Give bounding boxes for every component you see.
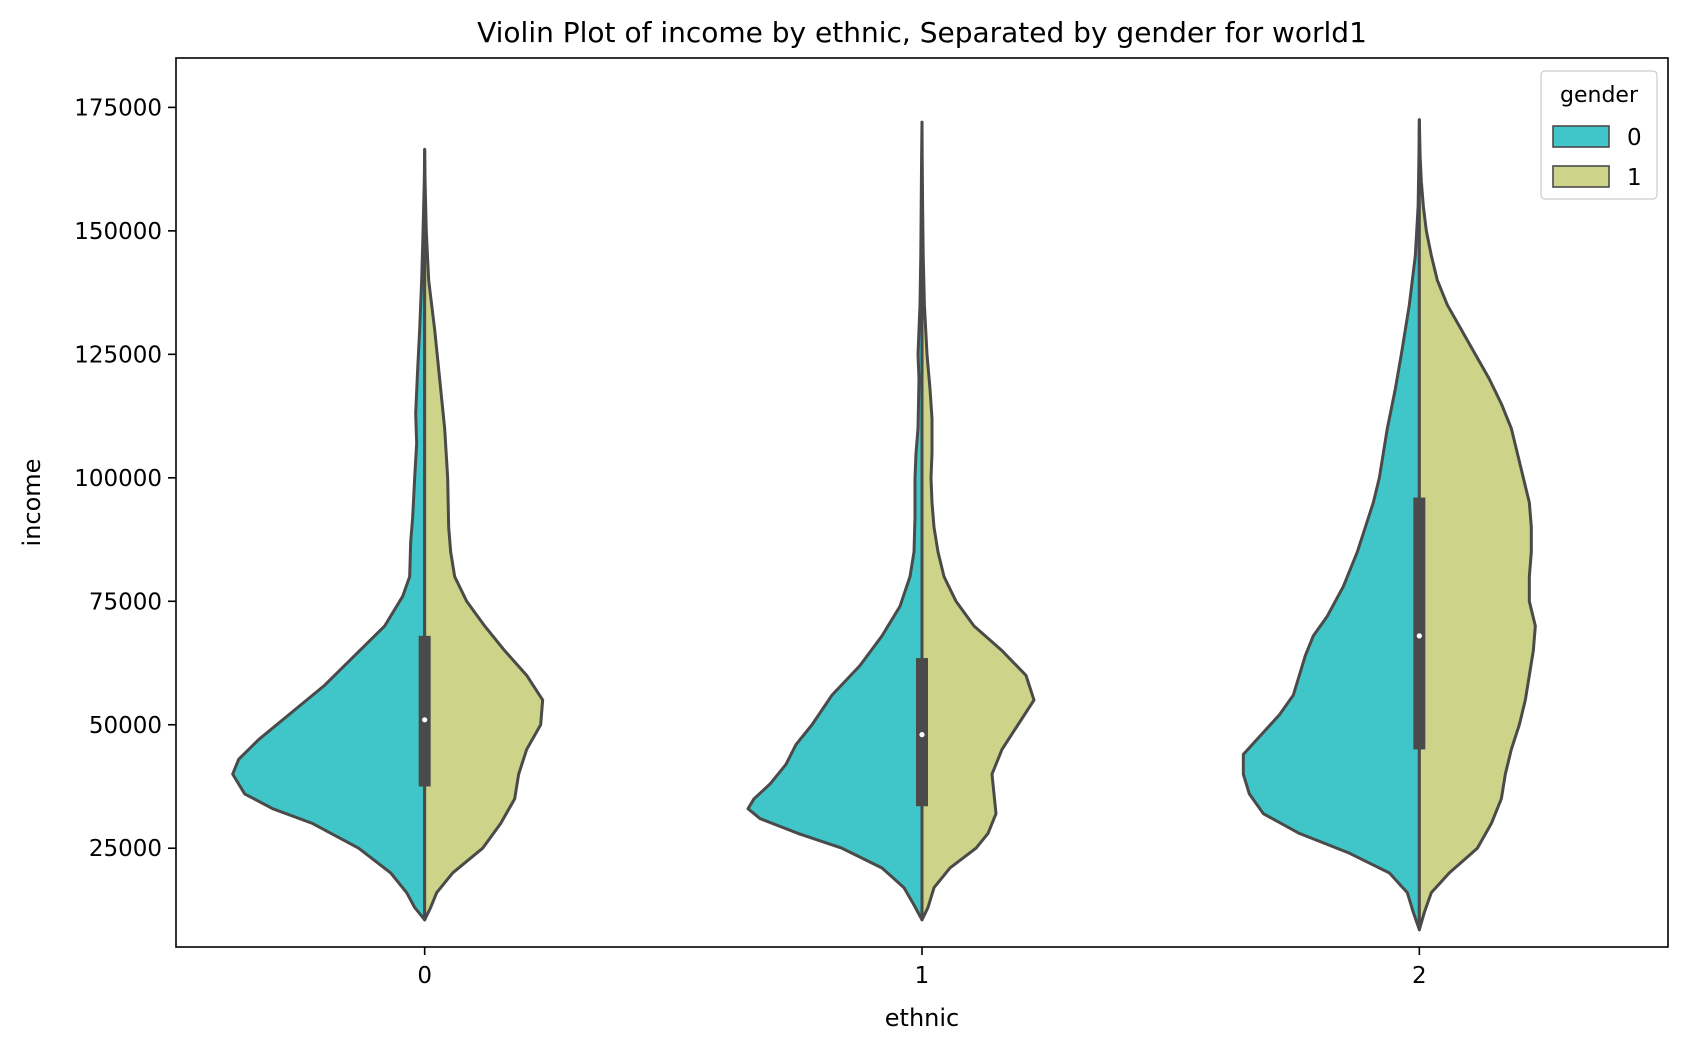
legend-label-0: 0: [1627, 125, 1642, 151]
violin-left-cat-1: [746, 120, 924, 922]
legend-title: gender: [1560, 83, 1639, 108]
x-tick-label: 0: [417, 963, 432, 989]
x-axis: 0 1 2: [417, 947, 1427, 989]
legend-entries: 01: [1552, 125, 1642, 191]
violin-left-cat-0: [231, 147, 427, 922]
violin-right-cat-1: [920, 120, 1036, 922]
y-tick-label: 150000: [74, 219, 162, 245]
inner-box-0: [418, 635, 431, 787]
legend-label-1: 1: [1627, 165, 1642, 191]
violin-right-cat-0: [423, 147, 545, 922]
y-axis: 25000 50000 75000 100000 125000 150000 175000: [74, 95, 176, 862]
median-marker-0: [422, 717, 428, 723]
violin-right-cat-2: [1417, 118, 1537, 932]
y-axis-label: income: [18, 459, 46, 547]
inner-box-2: [1413, 497, 1426, 750]
chart-title: Violin Plot of income by ethnic, Separat…: [477, 16, 1367, 49]
x-axis-label: ethnic: [885, 1004, 959, 1032]
y-tick-label: 100000: [74, 466, 162, 492]
x-tick-label: 1: [915, 963, 930, 989]
legend-swatch-0: [1552, 125, 1610, 148]
median-marker-2: [1416, 633, 1422, 639]
y-tick-label: 25000: [89, 836, 162, 862]
inner-box-group: [418, 497, 1426, 807]
y-tick-label: 75000: [89, 589, 162, 615]
median-marker-1: [919, 732, 925, 738]
violin-left-cat-2: [1241, 118, 1421, 932]
y-tick-label: 125000: [74, 342, 162, 368]
y-tick-label: 50000: [89, 713, 162, 739]
y-tick-label: 175000: [74, 95, 162, 121]
x-tick-label: 2: [1412, 963, 1427, 989]
legend: gender 01: [1540, 70, 1658, 200]
legend-swatch-1: [1552, 165, 1610, 188]
violin-group: [231, 118, 1537, 932]
